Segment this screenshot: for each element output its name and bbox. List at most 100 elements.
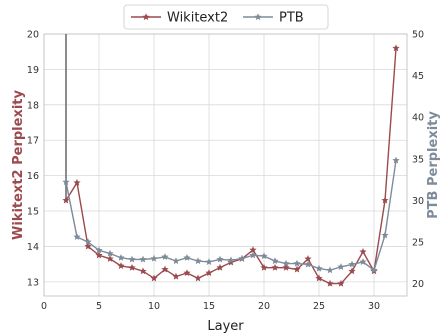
data-point-ptb: [106, 249, 114, 257]
data-point-ptb: [282, 259, 290, 267]
legend-label-ptb: PTB: [279, 11, 304, 26]
data-point-ptb: [348, 260, 356, 268]
data-point-ptb: [249, 251, 257, 259]
data-point-ptb: [326, 266, 334, 274]
data-point-ptb: [392, 156, 400, 164]
x-tick-label: 0: [41, 301, 47, 312]
data-point-wikitext2: [271, 263, 279, 271]
data-point-ptb: [370, 266, 378, 274]
data-point-wikitext2: [216, 263, 224, 271]
data-point-wikitext2: [348, 267, 356, 275]
data-point-ptb: [139, 255, 147, 263]
data-point-ptb: [150, 254, 158, 262]
series-layer: [62, 34, 400, 287]
legend-marker-ptb: [254, 13, 262, 21]
data-point-wikitext2: [95, 251, 103, 259]
legend-box: [123, 4, 329, 30]
data-point-wikitext2: [139, 267, 147, 275]
left-y-ticks: 13 14 15 16 17 18 19 20: [27, 30, 39, 289]
data-point-ptb: [62, 178, 70, 186]
data-point-wikitext2: [381, 196, 389, 204]
left-y-tick-label: 18: [27, 100, 39, 111]
data-point-wikitext2: [304, 255, 312, 262]
data-point-wikitext2: [106, 255, 114, 262]
data-point-ptb: [227, 256, 235, 264]
data-point-wikitext2: [392, 44, 400, 52]
x-tick-label: 20: [258, 301, 270, 312]
data-point-ptb: [238, 254, 246, 262]
x-tick-label: 15: [203, 301, 215, 312]
data-point-wikitext2: [183, 269, 191, 277]
data-point-ptb: [293, 259, 301, 267]
right-y-tick-label: 50: [412, 30, 424, 41]
left-y-tick-label: 19: [27, 65, 39, 76]
right-y-axis-label: PTB Perplexity: [426, 111, 440, 219]
data-point-wikitext2: [293, 265, 301, 273]
data-point-wikitext2: [337, 279, 345, 287]
right-y-tick-label: 20: [412, 279, 424, 290]
grid: [43, 33, 407, 296]
legend: Wikitext2 PTB: [123, 4, 329, 30]
data-point-ptb: [73, 233, 81, 241]
x-tick-label: 25: [313, 301, 325, 312]
data-point-ptb: [271, 257, 279, 265]
data-point-ptb: [337, 263, 345, 270]
x-tick-label: 30: [368, 301, 380, 312]
left-y-tick-label: 14: [27, 242, 39, 253]
left-y-tick-label: 16: [27, 171, 39, 182]
data-point-ptb: [128, 255, 136, 263]
left-y-tick-label: 13: [27, 277, 39, 288]
data-point-wikitext2: [260, 263, 268, 271]
data-point-ptb: [260, 252, 268, 260]
data-point-ptb: [172, 257, 180, 265]
data-point-wikitext2: [62, 196, 70, 204]
series-line-ptb: [65, 160, 397, 272]
legend-label-wikitext2: Wikitext2: [167, 11, 228, 26]
left-y-tick-label: 17: [27, 136, 39, 147]
left-y-tick-label: 15: [27, 207, 39, 218]
data-point-ptb: [183, 253, 191, 261]
left-y-tick-label: 20: [27, 30, 39, 41]
data-point-wikitext2: [205, 269, 213, 277]
data-point-ptb: [359, 258, 367, 265]
x-tick-label: 10: [148, 301, 160, 312]
plot-frame: [43, 33, 408, 297]
legend-marker-wikitext2: [142, 13, 150, 21]
data-point-wikitext2: [282, 263, 290, 271]
data-point-wikitext2: [84, 242, 92, 250]
data-point-ptb: [194, 257, 202, 265]
data-point-ptb: [381, 231, 389, 239]
x-tick-label: 5: [96, 301, 102, 312]
data-point-wikitext2: [172, 272, 180, 280]
right-y-tick-label: 25: [412, 237, 424, 248]
right-y-tick-label: 35: [412, 154, 424, 165]
x-axis-label: Layer: [207, 319, 244, 333]
series-line-wikitext2: [65, 48, 397, 285]
data-point-ptb: [205, 258, 213, 265]
data-point-wikitext2: [117, 262, 125, 269]
data-point-ptb: [84, 238, 92, 246]
data-point-wikitext2: [249, 246, 257, 254]
data-point-wikitext2: [73, 178, 81, 186]
data-point-wikitext2: [315, 274, 323, 282]
data-point-ptb: [161, 253, 169, 260]
left-y-axis-label: Wikitext2 Perplexity: [11, 89, 26, 239]
data-point-wikitext2: [326, 279, 334, 287]
right-y-ticks: 20 25 30 35 40 45 50: [412, 30, 424, 291]
data-point-ptb: [315, 264, 323, 272]
right-y-tick-label: 30: [412, 196, 424, 207]
right-y-tick-label: 45: [412, 71, 424, 82]
data-point-wikitext2: [128, 263, 136, 271]
data-point-ptb: [117, 253, 125, 261]
data-point-ptb: [95, 246, 103, 254]
data-point-wikitext2: [194, 274, 202, 282]
data-point-wikitext2: [359, 247, 367, 255]
right-y-tick-label: 40: [412, 113, 424, 124]
data-point-wikitext2: [227, 258, 235, 266]
data-point-wikitext2: [161, 265, 169, 273]
data-point-ptb: [216, 255, 224, 263]
x-ticks: 0 5 10 15 20 25 30: [41, 301, 380, 312]
data-point-ptb: [304, 260, 312, 268]
data-point-wikitext2: [150, 274, 158, 282]
